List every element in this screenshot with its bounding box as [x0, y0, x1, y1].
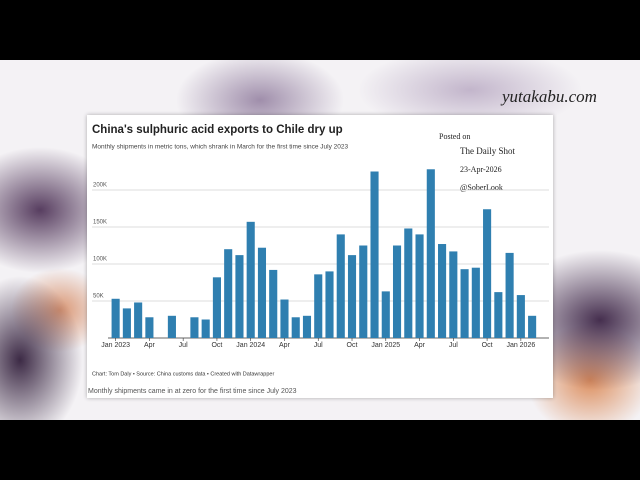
x-tick-label: Apr — [143, 342, 155, 349]
bar — [246, 221, 255, 338]
x-tick-label: Apr — [279, 342, 290, 349]
bar — [291, 317, 300, 338]
bar — [494, 292, 503, 338]
bar — [505, 252, 514, 338]
bar — [347, 255, 357, 338]
bar — [302, 315, 312, 338]
chart-card — [87, 115, 553, 398]
bar — [235, 255, 244, 338]
x-tick-label: Oct — [481, 342, 493, 349]
bar — [134, 302, 143, 338]
bar — [269, 269, 278, 338]
x-tick-label: Jul — [178, 342, 188, 349]
x-tick-label: Jul — [313, 342, 323, 349]
bar — [224, 249, 233, 338]
bar — [111, 298, 120, 338]
y-tick-label: 150K — [93, 220, 107, 226]
bar — [392, 245, 402, 338]
posted-handle: @SoberLook — [460, 183, 503, 192]
bar — [460, 269, 469, 338]
caption: Monthly shipments came in at zero for th… — [88, 388, 297, 395]
x-tick-label: Jan 2026 — [506, 342, 536, 349]
chart-title: China's sulphuric acid exports to Chile … — [92, 124, 343, 136]
x-tick-label: Jan 2025 — [371, 342, 401, 349]
source-note: Chart: Tom Daly • Source: China customs … — [92, 371, 274, 377]
bar — [449, 251, 458, 338]
bar — [471, 267, 480, 338]
x-tick-label: Oct — [211, 342, 223, 349]
chart-subtitle: Monthly shipments in metric tons, which … — [92, 144, 349, 151]
y-tick-label: 100K — [93, 257, 107, 263]
posted-source: The Daily Shot — [460, 146, 515, 156]
bar — [167, 315, 176, 338]
bar — [381, 291, 390, 338]
bar — [370, 171, 379, 338]
x-tick-label: Jan 2024 — [236, 342, 266, 349]
bar — [314, 274, 323, 338]
bar — [426, 169, 435, 338]
bar — [122, 308, 131, 338]
x-tick-label: Jul — [448, 342, 458, 349]
bar — [483, 209, 492, 338]
bar — [336, 234, 345, 338]
bar — [212, 277, 221, 338]
posted-label: Posted on — [439, 132, 470, 141]
bar — [404, 228, 413, 338]
y-tick-label: 200K — [93, 183, 107, 189]
y-tick-label: 50K — [93, 294, 104, 300]
bar — [280, 299, 289, 338]
posted-date: 23-Apr-2026 — [460, 165, 502, 174]
bar — [190, 317, 199, 338]
bar — [257, 247, 267, 338]
x-tick-label: Apr — [414, 342, 425, 349]
x-tick-label: Oct — [346, 342, 358, 349]
bar — [325, 271, 334, 338]
bar — [528, 315, 537, 338]
x-tick-label: Jan 2023 — [101, 342, 131, 349]
watermark: yutakabu.com — [500, 87, 597, 106]
bar — [201, 319, 210, 338]
bar — [415, 234, 424, 338]
bar — [516, 295, 525, 338]
bar — [359, 245, 368, 338]
bar — [145, 317, 154, 338]
bar — [438, 244, 447, 338]
